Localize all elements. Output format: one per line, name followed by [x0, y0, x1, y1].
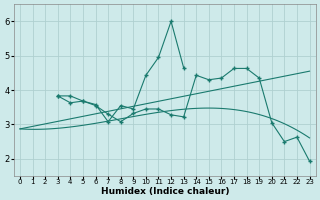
- X-axis label: Humidex (Indice chaleur): Humidex (Indice chaleur): [100, 187, 229, 196]
